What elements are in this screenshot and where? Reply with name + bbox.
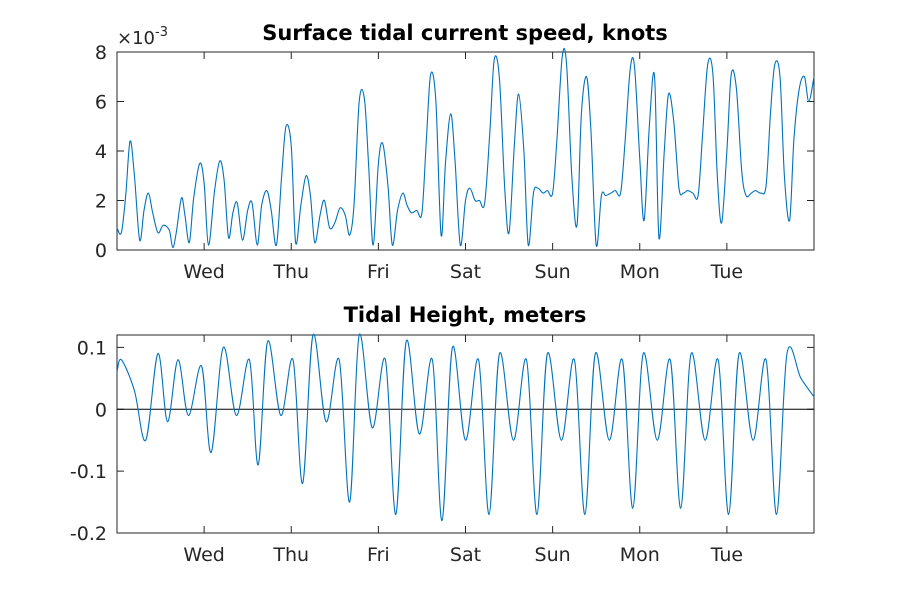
tidal-height-ytick-label: 0 bbox=[95, 399, 107, 421]
current-speed-xtick-label: Wed bbox=[183, 261, 224, 283]
current-speed-xtick-label: Tue bbox=[710, 261, 743, 283]
tidal-height-ytick-label: -0.2 bbox=[70, 523, 107, 545]
current-speed-xtick-label: Fri bbox=[367, 261, 390, 283]
current-speed-ytick-label: 4 bbox=[95, 141, 107, 163]
tidal-height-xtick-label: Wed bbox=[183, 544, 224, 566]
exponent-base: ×10 bbox=[117, 28, 155, 49]
current-speed-ytick-label: 8 bbox=[95, 42, 107, 64]
current-speed-xtick-label: Sun bbox=[535, 261, 571, 283]
current-speed-ticks: Wed Thu Fri Sat Sun Mon Tue 0 2 4 6 8 bbox=[95, 42, 814, 283]
current-speed-axes-box bbox=[116, 51, 815, 251]
current-speed-title: Surface tidal current speed, knots bbox=[262, 21, 668, 45]
tidal-height-xtick-label: Sat bbox=[450, 544, 481, 566]
tidal-height-series bbox=[116, 333, 815, 522]
tidal-height-ticks: Wed Thu Fri Sat Sun Mon Tue -0.2 -0.1 0 0.1 bbox=[70, 335, 814, 566]
tidal-height-xtick-label: Thu bbox=[272, 544, 309, 566]
current-speed-series bbox=[116, 48, 815, 249]
tidal-height-series-line bbox=[116, 333, 815, 522]
current-speed-ytick-label: 6 bbox=[95, 92, 107, 114]
current-speed-xtick-label: Thu bbox=[272, 261, 309, 283]
current-speed-exponent-label: ×10-3 bbox=[117, 25, 168, 49]
current-speed-series-line bbox=[116, 48, 815, 249]
tidal-height-title: Tidal Height, meters bbox=[344, 303, 587, 327]
tidal-height-ytick-label: -0.1 bbox=[70, 461, 107, 483]
current-speed-ytick-label: 0 bbox=[95, 240, 107, 262]
current-speed-ytick-label: 2 bbox=[95, 191, 107, 213]
current-speed-xtick-label: Sat bbox=[450, 261, 481, 283]
tidal-height-xtick-label: Mon bbox=[620, 544, 660, 566]
tidal-height-axes-box bbox=[116, 334, 815, 534]
tidal-height-xtick-label: Tue bbox=[710, 544, 743, 566]
current-speed-panel: Surface tidal current speed, knots ×10-3… bbox=[95, 21, 815, 283]
tidal-height-xtick-label: Fri bbox=[367, 544, 390, 566]
current-speed-xtick-label: Mon bbox=[620, 261, 660, 283]
tidal-height-xtick-label: Sun bbox=[535, 544, 571, 566]
exponent-power: -3 bbox=[155, 25, 168, 40]
tidal-height-ytick-label: 0.1 bbox=[77, 337, 107, 359]
tidal-height-panel: Tidal Height, meters Wed Thu Fri Sat Sun Mon T… bbox=[70, 303, 815, 566]
